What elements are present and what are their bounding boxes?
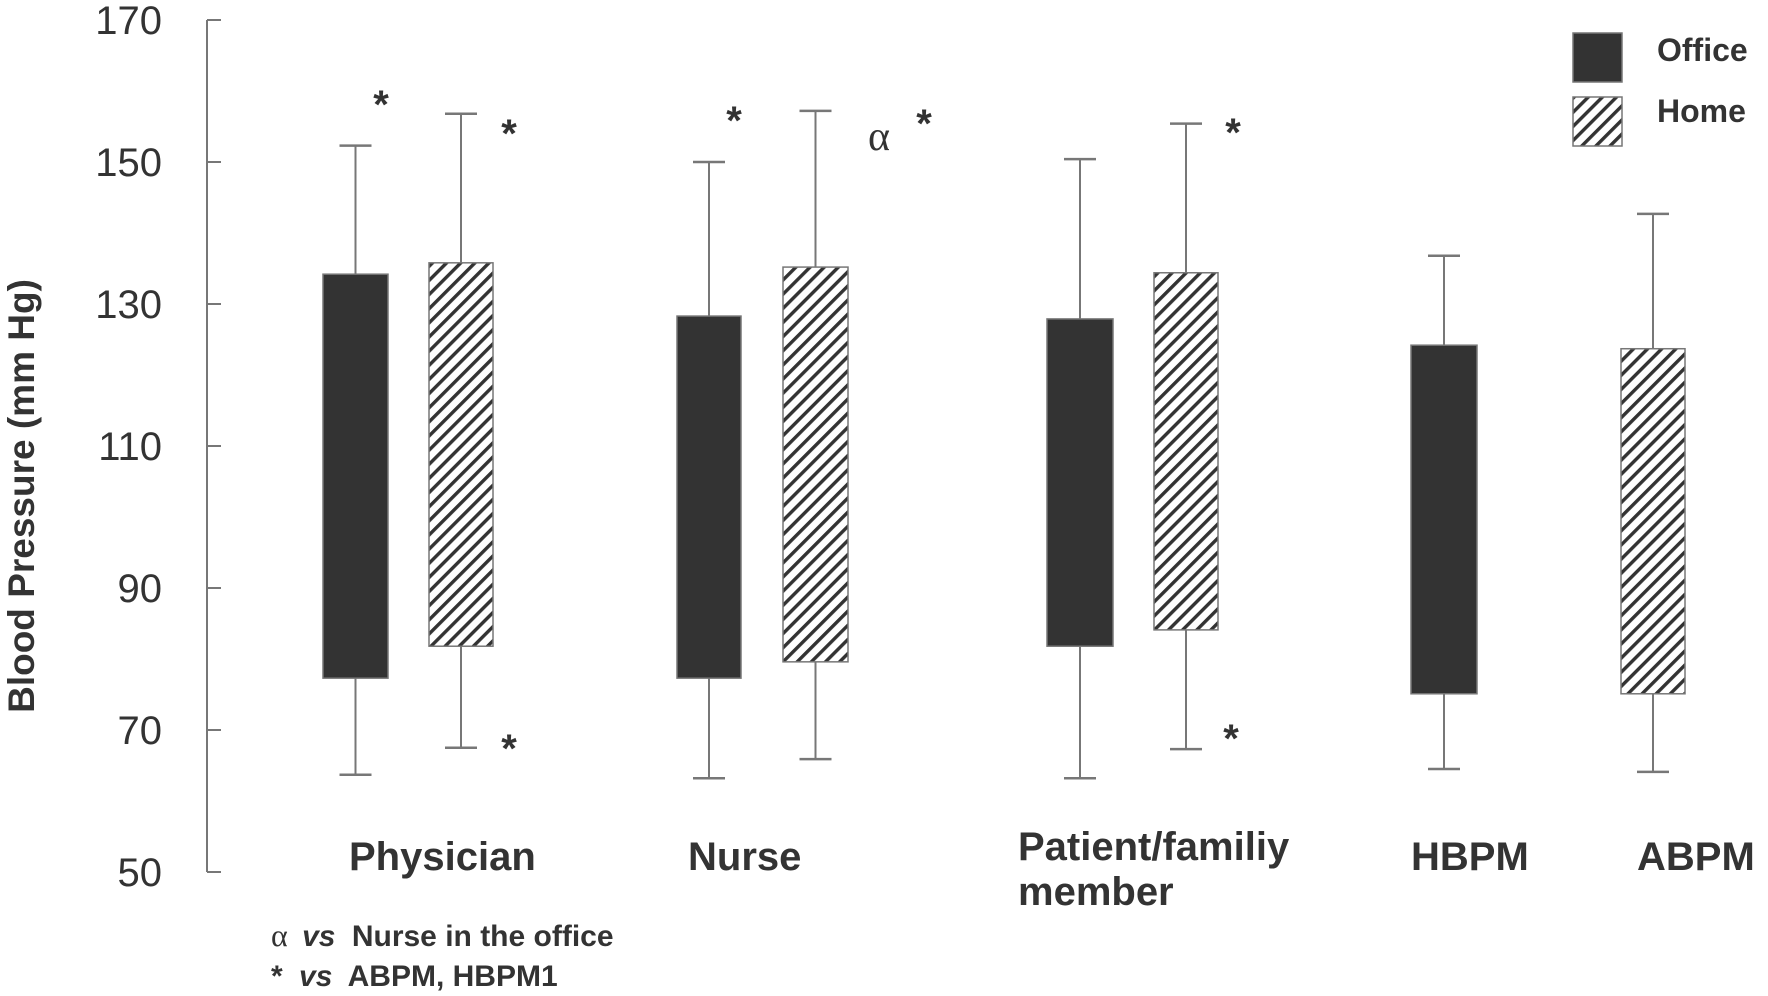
y-tick-label: 70 (118, 709, 163, 753)
y-axis-ticks: 50 70 90 110 130 150 170 (95, 0, 221, 895)
bar-home-0 (428, 112, 494, 749)
y-tick-label: 130 (95, 283, 162, 327)
bar-home-2 (1153, 122, 1219, 751)
plot-area (322, 109, 1686, 780)
bar-office-2 (1046, 157, 1114, 780)
bar-office-0 (322, 144, 389, 776)
y-tick-label: 90 (118, 567, 163, 611)
legend-item-office: Office (1572, 32, 1748, 83)
box (428, 262, 494, 647)
y-axis: 50 70 90 110 130 150 170 (95, 0, 221, 895)
category-label: HBPM (1411, 835, 1529, 879)
box (676, 315, 742, 679)
bar-office-1 (676, 160, 742, 780)
asterisk-annotation: * (1223, 717, 1239, 761)
box (782, 266, 849, 663)
footnote-vs: vs (302, 920, 335, 953)
y-tick-label: 170 (95, 0, 162, 43)
category-label: ABPM (1637, 835, 1755, 879)
legend-label-office: Office (1657, 32, 1748, 68)
asterisk-annotation: * (726, 99, 742, 143)
box (1046, 318, 1114, 647)
category-label: Nurse (688, 835, 801, 879)
alpha-annotation: α (868, 114, 890, 160)
footnotes: α vs Nurse in the office * vs ABPM, HBPM… (271, 917, 614, 993)
box (1410, 344, 1478, 695)
asterisk-annotation: * (1225, 111, 1241, 155)
footnote-alpha: α vs Nurse in the office (271, 917, 614, 953)
y-tick-label: 50 (118, 851, 163, 895)
footnote-text: ABPM, HBPM1 (348, 960, 558, 993)
box (322, 273, 389, 679)
bar-home-1 (782, 109, 849, 761)
category-label: member (1018, 870, 1174, 914)
legend: Office Home (1572, 32, 1748, 147)
asterisk-annotation: * (501, 112, 517, 156)
box (1153, 272, 1219, 631)
legend-item-home: Home (1572, 93, 1746, 147)
legend-swatch-hatch (1572, 96, 1623, 147)
box (1620, 347, 1686, 695)
y-tick-label: 110 (98, 425, 162, 469)
asterisk-annotation: * (916, 102, 932, 146)
footnote-vs: vs (299, 960, 332, 993)
alpha-symbol: α (271, 917, 288, 953)
legend-swatch-solid (1572, 32, 1623, 83)
asterisk-annotation: * (373, 83, 389, 127)
bar-office-3 (1410, 254, 1478, 771)
category-label: Physician (349, 835, 536, 879)
category-label: Patient/familiy (1018, 825, 1290, 869)
y-tick-label: 150 (95, 141, 162, 185)
legend-label-home: Home (1657, 93, 1746, 129)
footnote-asterisk: * vs ABPM, HBPM1 (271, 960, 558, 993)
y-axis-title: Blood Pressure (mm Hg) (1, 279, 42, 713)
bar-home-4 (1620, 212, 1686, 774)
asterisk-annotation: * (501, 727, 517, 771)
footnote-text: Nurse in the office (352, 920, 614, 953)
significance-annotations: * * * * α * * * (373, 83, 1241, 771)
asterisk-symbol: * (271, 960, 283, 993)
